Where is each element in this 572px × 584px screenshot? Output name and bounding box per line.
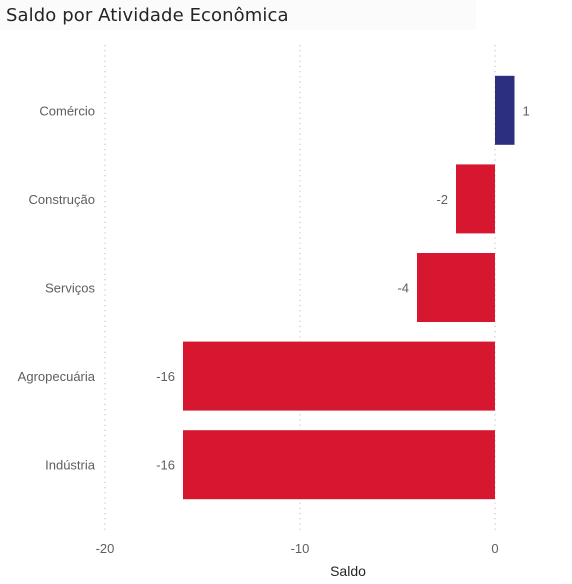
title-bar: Saldo por Atividade Econômica [0,0,476,30]
data-label: -2 [436,192,448,207]
category-label: Agropecuária [18,369,96,384]
x-axis-title: Saldo [330,563,366,579]
data-label: 1 [523,103,530,118]
bar[interactable] [417,253,495,322]
category-labels: Comércio Construção Serviços Agropecuária In… [18,103,96,472]
bars [183,75,515,500]
category-label: Serviços [45,281,95,296]
data-label: -16 [156,369,175,384]
x-tick-labels: -20 -10 0 [96,541,499,556]
bar[interactable] [495,75,515,145]
x-tick-label: -10 [291,541,310,556]
x-tick-label: -20 [96,541,115,556]
chart-title: Saldo por Atividade Econômica [6,5,289,26]
x-tick-label: 0 [491,541,498,556]
bar[interactable] [456,164,495,234]
category-label: Comércio [39,103,95,118]
bar[interactable] [183,341,495,411]
category-label: Indústria [45,458,96,473]
bar[interactable] [183,430,495,500]
data-label: -16 [156,458,175,473]
category-label: Construção [29,192,95,207]
data-labels: 1 -2 -4 -16 -16 [156,103,530,472]
data-label: -4 [397,281,409,296]
